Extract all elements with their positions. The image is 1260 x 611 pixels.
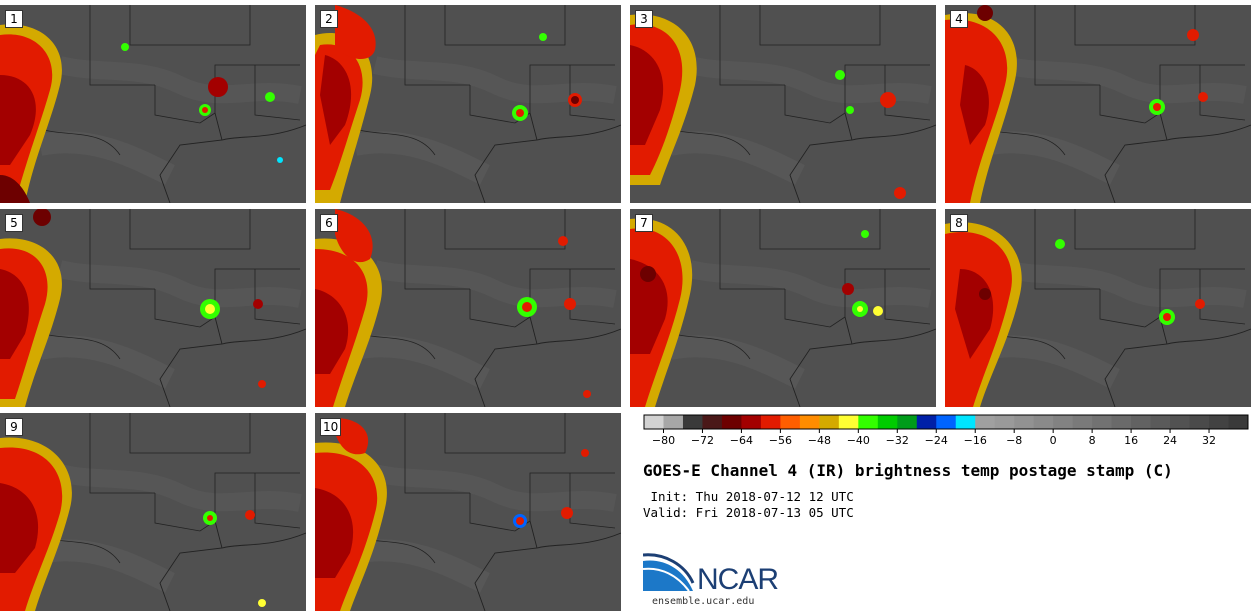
ir-map	[630, 5, 936, 203]
panel-number: 6	[320, 214, 338, 232]
colorbar-segment	[916, 415, 937, 429]
panel-number: 8	[950, 214, 968, 232]
colorbar	[643, 414, 1249, 433]
chart-title: GOES-E Channel 4 (IR) brightness temp po…	[643, 461, 1173, 480]
colorbar-segment	[994, 415, 1015, 429]
panel-number: 10	[320, 418, 342, 436]
colorbar-tick-label: −40	[846, 434, 870, 447]
map-panel-4: 4	[945, 5, 1251, 203]
ir-map	[945, 5, 1251, 203]
panel-number: 7	[635, 214, 653, 232]
map-panel-7: 7	[630, 209, 936, 407]
map-panel-8: 8	[945, 209, 1251, 407]
colorbar-segment	[799, 415, 820, 429]
panel-number: 4	[950, 10, 968, 28]
colorbar-segment	[1150, 415, 1171, 429]
ir-map	[0, 209, 306, 407]
colorbar-segment	[1131, 415, 1152, 429]
site-url: ensemble.ucar.edu	[652, 596, 755, 607]
ncar-logo-icon	[643, 553, 695, 593]
ir-map	[630, 209, 936, 407]
colorbar-segment	[741, 415, 762, 429]
ir-map	[945, 209, 1251, 407]
colorbar-segment	[858, 415, 879, 429]
colorbar-tick-label: 32	[1202, 434, 1217, 447]
panel-number: 1	[5, 10, 23, 28]
panel-number: 9	[5, 418, 23, 436]
colorbar-segment	[1014, 415, 1035, 429]
colorbar-segment	[1189, 415, 1210, 429]
map-panel-9: 9	[0, 413, 306, 611]
colorbar-segment	[702, 415, 723, 429]
colorbar-segment	[644, 415, 664, 429]
colorbar-segment	[877, 415, 898, 429]
colorbar-segment	[1228, 415, 1249, 429]
colorbar-segment	[1111, 415, 1132, 429]
colorbar-tick-label: −24	[924, 434, 948, 447]
panel-number: 5	[5, 214, 23, 232]
map-panel-10: 10	[315, 413, 621, 611]
colorbar-tick-label: 0	[1049, 434, 1057, 447]
colorbar-tick-label: −16	[963, 434, 987, 447]
ir-map	[315, 5, 621, 203]
colorbar-tick-label: −80	[651, 434, 676, 447]
colorbar-segment	[760, 415, 781, 429]
colorbar-tick-label: 8	[1088, 434, 1096, 447]
colorbar-segment	[721, 415, 742, 429]
map-panel-6: 6	[315, 209, 621, 407]
valid-time: Valid: Fri 2018-07-13 05 UTC	[643, 505, 854, 520]
colorbar-segment	[1072, 415, 1093, 429]
colorbar-tick-label: 24	[1163, 434, 1178, 447]
ir-map	[0, 5, 306, 203]
colorbar-segment	[838, 415, 859, 429]
colorbar-segment	[955, 415, 976, 429]
colorbar-segment	[1209, 415, 1230, 429]
colorbar-segment	[975, 415, 996, 429]
colorbar-segment	[780, 415, 801, 429]
colorbar-tick-label: −64	[729, 434, 754, 447]
colorbar-tick-label: −8	[1006, 434, 1023, 447]
colorbar-segment	[1170, 415, 1191, 429]
ir-map	[0, 413, 306, 611]
init-time: Init: Thu 2018-07-12 12 UTC	[643, 489, 854, 504]
colorbar-tick-label: 16	[1124, 434, 1139, 447]
colorbar-segment	[1053, 415, 1074, 429]
colorbar-segment	[663, 415, 684, 429]
colorbar-tick-label: −72	[690, 434, 715, 447]
colorbar-segment	[819, 415, 840, 429]
panel-number: 3	[635, 10, 653, 28]
ir-map	[315, 209, 621, 407]
colorbar-segment	[897, 415, 918, 429]
colorbar-border	[643, 414, 1249, 430]
colorbar-segment	[1033, 415, 1054, 429]
colorbar-segment	[936, 415, 957, 429]
colorbar-tick-label: −32	[885, 434, 909, 447]
map-panel-3: 3	[630, 5, 936, 203]
map-panel-2: 2	[315, 5, 621, 203]
panel-number: 2	[320, 10, 338, 28]
colorbar-segment	[682, 415, 703, 429]
logo-text: NCAR	[697, 563, 779, 596]
colorbar-tick-label: −56	[768, 434, 792, 447]
map-panel-5: 5	[0, 209, 306, 407]
map-panel-1: 1	[0, 5, 306, 203]
colorbar-segment	[1092, 415, 1113, 429]
colorbar-tick-label: −48	[807, 434, 831, 447]
ir-map	[315, 413, 621, 611]
